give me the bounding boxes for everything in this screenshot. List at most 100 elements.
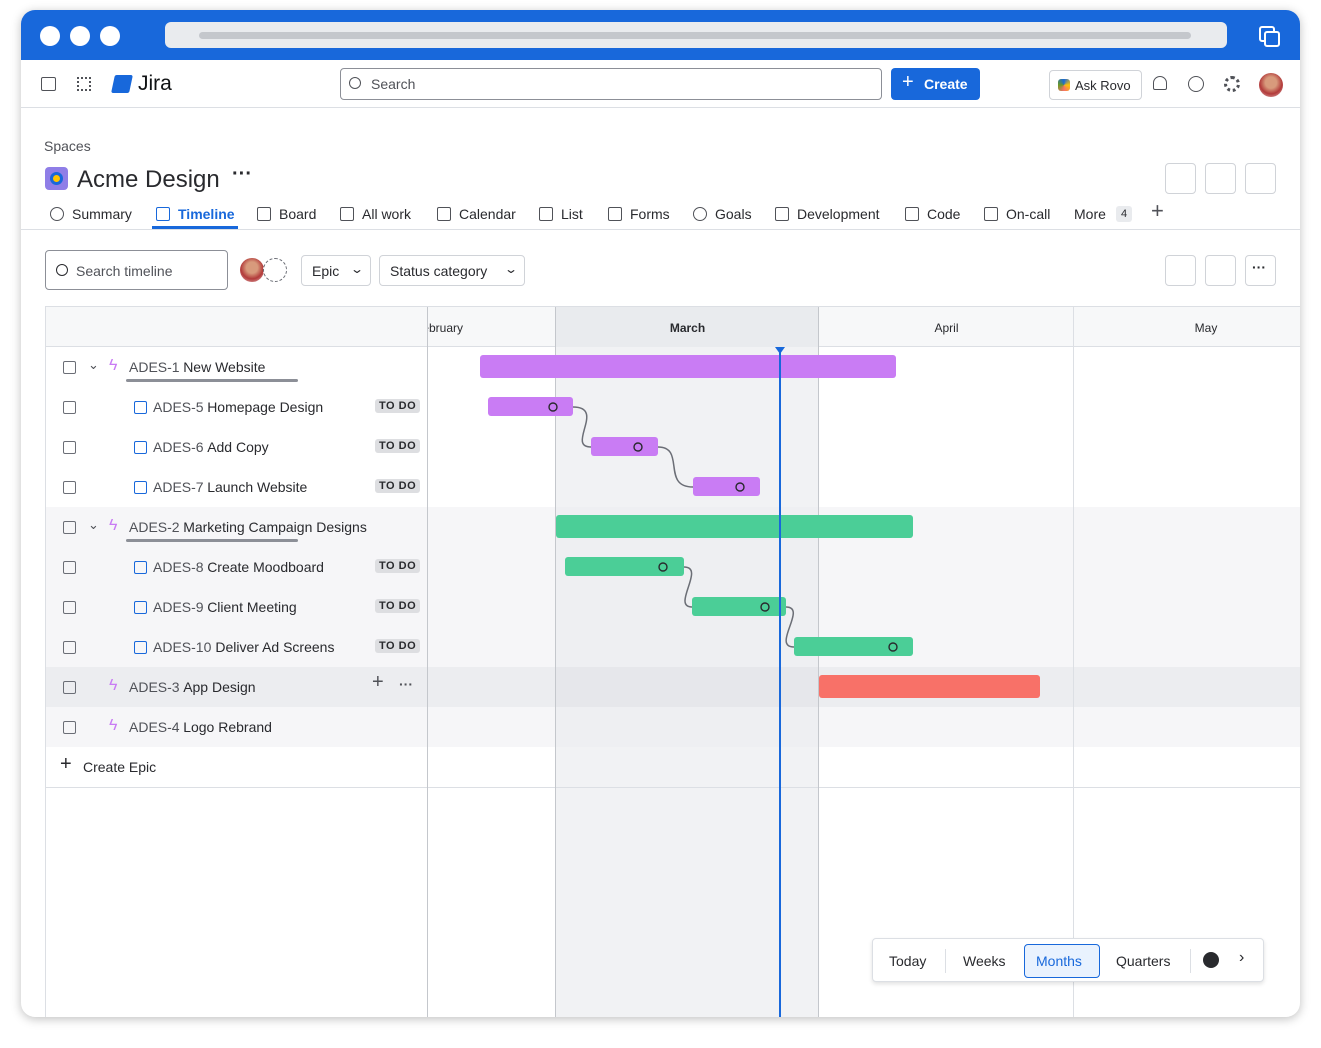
tab[interactable]: Calendar xyxy=(459,206,516,222)
issue-key[interactable]: ADES-1 xyxy=(129,359,180,375)
issue-key[interactable]: ADES-7 xyxy=(153,479,204,495)
view-option[interactable]: Weeks xyxy=(963,953,1006,969)
row-checkbox[interactable] xyxy=(63,601,76,614)
task-icon xyxy=(134,481,147,494)
row-checkbox[interactable] xyxy=(63,361,76,374)
issue-key[interactable]: ADES-9 xyxy=(153,599,204,615)
search-timeline[interactable]: Search timeline xyxy=(45,250,228,290)
tab[interactable]: Goals xyxy=(715,206,752,222)
notifications[interactable] xyxy=(1153,76,1167,90)
sidebar-toggle[interactable] xyxy=(41,77,56,91)
issue-summary[interactable]: Client Meeting xyxy=(207,599,297,615)
task-bar[interactable] xyxy=(591,437,658,456)
share[interactable] xyxy=(1205,163,1236,194)
tab[interactable]: Summary xyxy=(72,206,132,222)
tab[interactable]: Code xyxy=(927,206,961,222)
issue-key[interactable]: ADES-6 xyxy=(153,439,204,455)
issue-summary[interactable]: New Website xyxy=(183,359,266,375)
header-divider xyxy=(21,107,1300,108)
filter-button[interactable]: Epic ⌄ xyxy=(301,255,371,286)
avatar[interactable] xyxy=(240,258,264,282)
global-search[interactable]: Search xyxy=(340,68,882,100)
more-actions[interactable]: ··· xyxy=(1245,255,1276,286)
issue-key[interactable]: ADES-10 xyxy=(153,639,212,655)
row-checkbox[interactable] xyxy=(63,401,76,414)
row-checkbox[interactable] xyxy=(63,681,76,694)
epic-bar[interactable] xyxy=(556,515,913,538)
avatar[interactable] xyxy=(1259,73,1283,97)
issue-summary[interactable]: App Design xyxy=(183,679,256,695)
ask-rovo[interactable]: Ask Rovo xyxy=(1049,70,1142,100)
info-icon[interactable] xyxy=(1203,952,1219,968)
expand-chevron[interactable]: ⌄ xyxy=(88,357,99,372)
tab[interactable]: Development xyxy=(797,206,880,222)
tab[interactable]: On-call xyxy=(1006,206,1051,222)
issue-key[interactable]: ADES-8 xyxy=(153,559,204,575)
view-option[interactable]: Quarters xyxy=(1116,953,1171,969)
column-line xyxy=(818,307,819,1017)
view-settings[interactable] xyxy=(1205,255,1236,286)
view-option[interactable]: Today xyxy=(889,953,927,969)
more-tab[interactable]: More xyxy=(1074,206,1106,222)
task-bar[interactable] xyxy=(565,557,684,576)
issue-key[interactable]: ADES-4 xyxy=(129,719,180,735)
tab-icon xyxy=(608,207,622,221)
issue-summary[interactable]: Marketing Campaign Designs xyxy=(183,519,367,535)
tab[interactable]: Timeline xyxy=(178,206,235,222)
automation[interactable] xyxy=(1245,163,1276,194)
issue-summary[interactable]: Launch Website xyxy=(207,479,308,495)
task-bar[interactable] xyxy=(693,477,760,496)
issue-key[interactable]: ADES-5 xyxy=(153,399,204,415)
timeline: February March April May xyxy=(45,306,1300,1017)
settings[interactable] xyxy=(1224,76,1240,92)
issue-key[interactable]: ADES-2 xyxy=(129,519,180,535)
next-chevron[interactable]: › xyxy=(1239,949,1245,966)
column-line xyxy=(1073,307,1074,1017)
row-checkbox[interactable] xyxy=(63,481,76,494)
create-epic-icon[interactable]: + xyxy=(60,753,72,775)
month-label: March xyxy=(669,321,706,335)
issue-summary[interactable]: Create Moodboard xyxy=(207,559,324,575)
task-icon xyxy=(134,441,147,454)
project-menu[interactable]: ··· xyxy=(232,163,252,185)
epic-bar[interactable] xyxy=(819,675,1040,698)
row-menu[interactable]: ··· xyxy=(399,676,413,692)
issue-summary[interactable]: Add Copy xyxy=(207,439,269,455)
tab[interactable]: Forms xyxy=(630,206,670,222)
tab[interactable]: Board xyxy=(279,206,317,222)
row-checkbox[interactable] xyxy=(63,641,76,654)
unassigned-avatar[interactable] xyxy=(263,258,287,282)
create-button[interactable]: + Create xyxy=(891,68,980,100)
tab-icon xyxy=(437,207,451,221)
issue-key[interactable]: ADES-3 xyxy=(129,679,180,695)
search-icon xyxy=(349,77,361,89)
app-switcher[interactable] xyxy=(77,77,91,91)
add-child[interactable]: + xyxy=(372,671,384,693)
breadcrumb[interactable]: Spaces xyxy=(44,138,91,154)
status-lozenge: TO DO xyxy=(375,559,421,573)
create-epic[interactable]: Create Epic xyxy=(83,759,157,775)
row-checkbox[interactable] xyxy=(63,521,76,534)
create-label: Create xyxy=(924,76,968,92)
row-checkbox[interactable] xyxy=(63,561,76,574)
issue-summary[interactable]: Logo Rebrand xyxy=(183,719,272,735)
add-tab[interactable]: + xyxy=(1151,198,1164,223)
filter-button[interactable]: Status category ⌄ xyxy=(379,255,525,286)
epic-bar[interactable] xyxy=(480,355,896,378)
task-bar[interactable] xyxy=(692,597,786,616)
tab[interactable]: List xyxy=(561,206,583,222)
help[interactable] xyxy=(1188,76,1204,92)
progress-bar xyxy=(126,379,298,382)
task-bar[interactable] xyxy=(794,637,913,656)
dependency xyxy=(785,606,795,648)
row-checkbox[interactable] xyxy=(63,721,76,734)
expand-chevron[interactable]: ⌄ xyxy=(88,517,99,532)
row-checkbox[interactable] xyxy=(63,441,76,454)
issue-summary[interactable]: Deliver Ad Screens xyxy=(215,639,335,655)
issue-summary[interactable]: Homepage Design xyxy=(207,399,324,415)
fullscreen[interactable] xyxy=(1165,163,1196,194)
export[interactable] xyxy=(1165,255,1196,286)
view-option[interactable]: Months xyxy=(1036,953,1082,969)
group-band xyxy=(46,707,1300,747)
tab[interactable]: All work xyxy=(362,206,412,222)
